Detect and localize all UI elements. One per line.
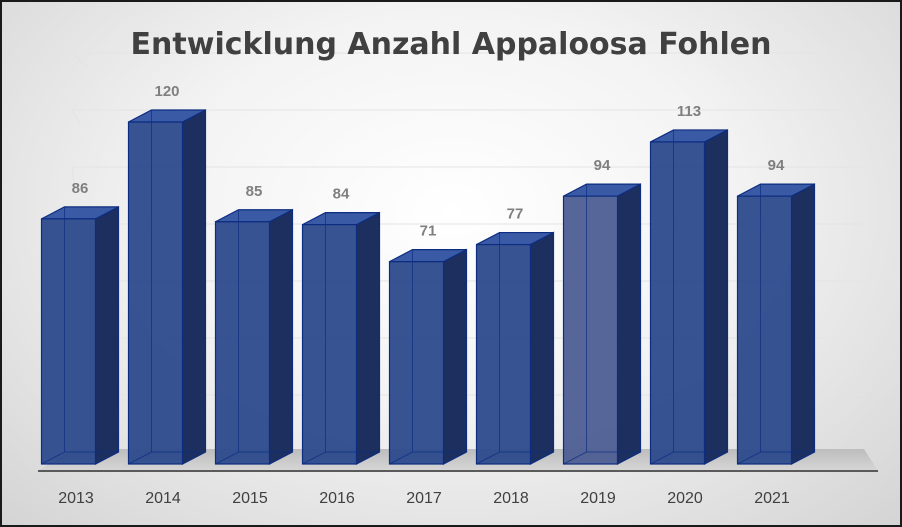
bar-side: [355, 211, 381, 465]
value-label-2014: 120: [154, 83, 179, 100]
bar-2018: [475, 231, 555, 465]
value-label-2015: 85: [246, 183, 263, 200]
bar-side: [268, 208, 294, 465]
bar-front: [475, 243, 532, 465]
gridline-side: [71, 109, 81, 125]
bar-2020: [649, 128, 729, 465]
bar-front: [649, 141, 706, 465]
bar-side: [790, 183, 816, 465]
bar-front: [214, 221, 271, 465]
x-tick-2015: 2015: [232, 490, 268, 507]
bar-2015: [214, 208, 294, 465]
bar-2019: [562, 183, 642, 465]
bar-front: [301, 224, 358, 465]
value-label-2013: 86: [72, 180, 89, 197]
value-label-2017: 71: [420, 223, 437, 240]
bar-front: [388, 261, 445, 465]
bar-side: [442, 248, 468, 465]
value-labels: 86 120 85 84 71 77 94 113 94: [72, 83, 785, 240]
bar-side: [616, 183, 642, 465]
value-label-2020: 113: [677, 103, 701, 120]
bar-front: [736, 195, 793, 465]
value-label-2019: 94: [594, 157, 611, 174]
x-tick-2018: 2018: [493, 490, 529, 507]
bar-front: [127, 121, 184, 465]
x-tick-2021: 2021: [754, 490, 790, 507]
value-label-2021: 94: [768, 157, 785, 174]
x-tick-2013: 2013: [58, 490, 94, 507]
x-tick-2020: 2020: [667, 490, 703, 507]
x-axis-ticks: 2013 2014 2015 2016 2017 2018 2019 2020 2021: [58, 490, 790, 507]
bar-side: [181, 109, 207, 465]
bars: [40, 109, 816, 465]
bar-front: [40, 218, 97, 465]
bar-2021: [736, 183, 816, 465]
x-tick-2017: 2017: [406, 490, 442, 507]
bar-2014: [127, 109, 207, 465]
x-tick-2016: 2016: [319, 490, 355, 507]
x-tick-2019: 2019: [580, 490, 616, 507]
gridline-side: [71, 52, 88, 68]
bar-side: [94, 205, 120, 465]
bar-side: [703, 128, 729, 465]
bar-side: [529, 231, 555, 465]
value-label-2016: 84: [333, 186, 350, 203]
value-label-2018: 77: [507, 206, 524, 223]
gridline-side: [71, 166, 75, 182]
bar-2017: [388, 248, 468, 465]
bar-2013: [40, 205, 120, 465]
bar-2016: [301, 211, 381, 465]
bar-front: [562, 195, 619, 465]
chart-title: Entwicklung Anzahl Appaloosa Fohlen: [131, 27, 772, 62]
x-tick-2014: 2014: [145, 490, 181, 507]
